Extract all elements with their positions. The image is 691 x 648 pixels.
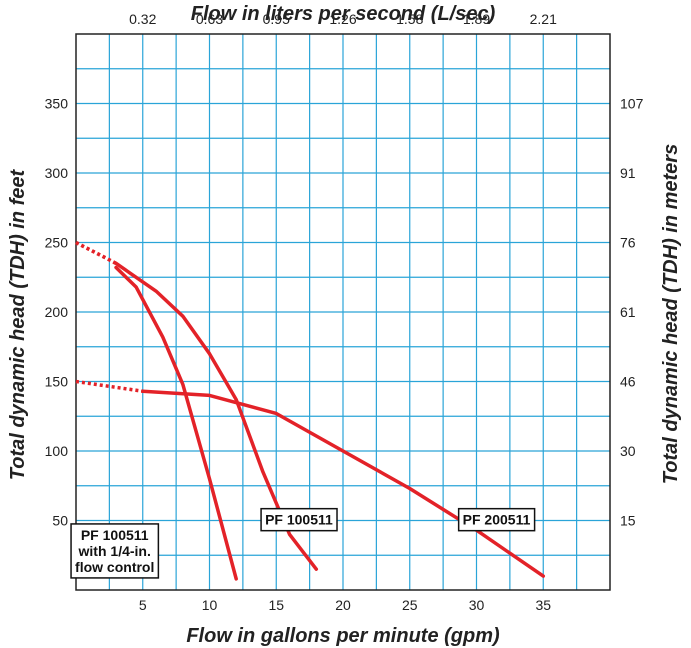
right-tick-label: 91 bbox=[620, 165, 636, 181]
y-tick-label: 300 bbox=[45, 165, 69, 181]
x-tick-label: 20 bbox=[335, 597, 351, 613]
series-label-box bbox=[260, 507, 338, 532]
series-0-line bbox=[114, 265, 238, 581]
top-tick-label: 1.89 bbox=[463, 11, 490, 27]
x-axis-title-top: Flow in liters per second (L/sec) bbox=[191, 3, 496, 25]
top-tick-label: 0.32 bbox=[129, 11, 156, 27]
y-tick-label: 50 bbox=[52, 513, 68, 529]
x-tick-label: 10 bbox=[202, 597, 218, 613]
x-tick-label: 25 bbox=[402, 597, 418, 613]
series-1-label: PF 100511 bbox=[260, 507, 338, 532]
y-axis-title-right: Total dynamic head (TDH) in meters bbox=[660, 144, 682, 484]
right-tick-label: 46 bbox=[620, 374, 636, 390]
y-tick-label: 150 bbox=[45, 374, 69, 390]
y-tick-label: 350 bbox=[45, 96, 69, 112]
series-label-box bbox=[457, 507, 536, 532]
right-tick-label: 30 bbox=[620, 443, 636, 459]
series-label-text: flow control bbox=[75, 559, 154, 575]
y-tick-label: 200 bbox=[45, 304, 69, 320]
x-tick-label: 35 bbox=[535, 597, 551, 613]
series-label-text: PF 200511 bbox=[463, 512, 531, 528]
right-tick-label: 76 bbox=[620, 235, 636, 251]
right-tick-label: 107 bbox=[620, 96, 644, 112]
plot-frame bbox=[75, 33, 611, 591]
top-tick-label: 0.63 bbox=[196, 11, 223, 27]
series-label-text: with 1/4-in. bbox=[78, 543, 151, 559]
series-2-extrapolation bbox=[75, 379, 144, 393]
top-tick-label: 2.21 bbox=[530, 11, 557, 27]
series-2-label: PF 200511 bbox=[457, 507, 536, 532]
x-tick-label: 15 bbox=[268, 597, 284, 613]
top-tick-label: 0.95 bbox=[263, 11, 290, 27]
series-label-text: PF 100511 bbox=[81, 527, 149, 543]
x-tick-label: 30 bbox=[469, 597, 485, 613]
y-axis-title-left: Total dynamic head (TDH) in feet bbox=[7, 168, 29, 480]
y-tick-label: 100 bbox=[45, 443, 69, 459]
tick-layer: 5 10 15 20 25 30 35 50 100 150 200 250 300 350 0.32 0.6… bbox=[45, 11, 644, 613]
right-tick-label: 15 bbox=[620, 513, 636, 529]
x-axis-title-bottom: Flow in gallons per minute (gpm) bbox=[186, 625, 500, 647]
series-label-box bbox=[70, 523, 160, 579]
top-tick-label: 1.58 bbox=[396, 11, 423, 27]
series-label-text: PF 100511 bbox=[265, 512, 333, 528]
right-tick-label: 61 bbox=[620, 304, 636, 320]
y-tick-label: 250 bbox=[45, 235, 69, 251]
x-tick-label: 5 bbox=[139, 597, 147, 613]
series-1-extrapolation bbox=[75, 240, 117, 265]
top-tick-label: 1.26 bbox=[329, 11, 356, 27]
grid bbox=[75, 33, 611, 591]
